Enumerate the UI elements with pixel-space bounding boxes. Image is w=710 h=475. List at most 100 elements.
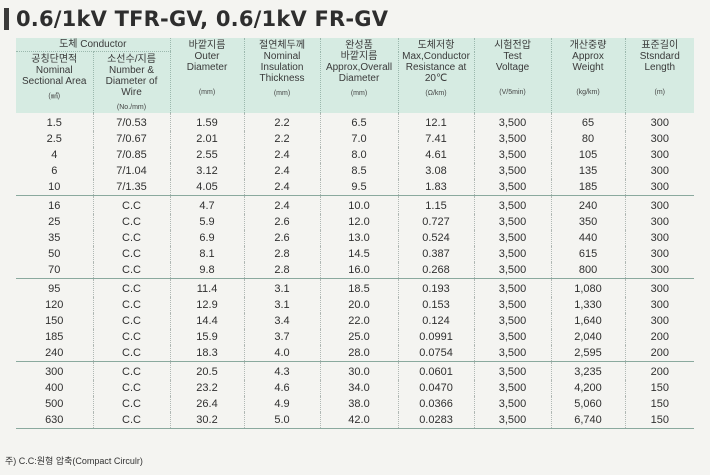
table-cell: 0.124 [397,313,475,329]
table-cell: 30.2 [169,412,245,429]
table-cell: 6 [51,165,58,177]
table-cell: 400 [45,382,64,394]
table-cell: 1,640 [550,313,626,329]
table-cell: 25.0 [319,329,399,345]
table-cell: 8.5 [319,163,399,179]
table-cell: 3,500 [473,297,552,313]
table-cell: 10.0 [319,195,399,214]
table-cell: 150 [624,380,695,396]
header-line: 절연체두께 [259,40,306,51]
table-cell: 7/1.35 [92,179,171,196]
table-cell: 3.12 [169,163,245,179]
conductor-group-header: 도체 Conductor [16,38,171,52]
table-cell: 80 [550,131,626,147]
table-cell: 4.7 [169,195,245,214]
header-line: Test [503,51,522,62]
table-cell: 5.0 [243,412,321,429]
table-row: 400 C.C 23.2 4.6 34.0 0.0470 3,500 4,200 150 [16,380,695,396]
header-line: 시험전압 [494,40,531,51]
table-cell: 34.0 [319,380,399,396]
header-standard-length: 표준길이 Stsndard Length (m) [624,38,695,113]
header-overall-diameter: 완성품 바깥지름 Approx,Overall Diameter (mm) [319,38,399,113]
table-row: 240 C.C 18.3 4.0 28.0 0.0754 3,500 2,595 200 [16,345,695,362]
table-cell: 4.61 [397,147,475,163]
table-cell: 3,500 [473,262,552,279]
table-cell: 1.5 [46,117,62,129]
table-cell: C.C [92,361,171,380]
table-cell: 2.01 [169,131,245,147]
table-cell: C.C [92,329,171,345]
header-line: Nominal [263,51,301,62]
table-cell: 1.83 [397,179,475,196]
table-cell: 150 [624,412,695,429]
table-cell: 25 [48,216,61,228]
table-cell: 200 [624,361,695,380]
table-cell: 7.41 [397,131,475,147]
table-row: 630 C.C 30.2 5.0 42.0 0.0283 3,500 6,740 150 [16,412,695,429]
table-cell: 3,500 [473,147,552,163]
table-cell: 7/1.04 [92,163,171,179]
table-cell: 300 [624,147,695,163]
table-cell: C.C [92,262,171,279]
table-body: 1.5 7/0.53 1.59 2.2 6.5 12.1 3,500 65 300 2.5 7/0.… [16,113,695,429]
table-cell: 0.0601 [397,361,475,380]
table-cell: 12.0 [319,214,399,230]
table-cell: 50 [48,248,61,260]
header-conductor-resistance: 도체저항 Max,Conductor Resistance at 20℃ (Ω/km) [397,38,475,113]
table-cell: 0.524 [397,230,475,246]
table-cell: 0.0283 [397,412,475,429]
table-cell: 300 [624,195,695,214]
table-cell: 18.5 [319,278,399,297]
table-cell: 630 [16,412,93,429]
table-row: 10 7/1.35 4.05 2.4 9.5 1.83 3,500 185 300 [16,179,695,196]
header-line: Approx [572,51,604,62]
table-cell: 300 [624,179,695,196]
table-cell: 23.2 [169,380,245,396]
table-cell: 65 [550,113,626,131]
table-cell: 20.0 [319,297,399,313]
table-cell: C.C [92,412,171,429]
header-unit: (mm) [198,89,216,96]
table-cell: 8.1 [169,246,245,262]
table-row: 6 7/1.04 3.12 2.4 8.5 3.08 3,500 135 300 [16,163,695,179]
header-line: 공칭단면적 [31,54,78,65]
table-row: 4 7/0.85 2.55 2.4 8.0 4.61 3,500 105 300 [16,147,695,163]
header-insulation-thickness: 절연체두께 Nominal Insulation Thickness (mm) [243,38,321,113]
table-cell: C.C [92,345,171,362]
table-cell: 300 [624,297,695,313]
table-cell: 0.0754 [397,345,475,362]
header-line: Length [644,62,676,73]
header-unit: (㎟) [48,93,61,100]
table-row: 2.5 7/0.67 2.01 2.2 7.0 7.41 3,500 80 300 [16,131,695,147]
table-cell: 3,500 [473,163,552,179]
table-cell: 0.193 [397,278,475,297]
footnote: 주) C.C:원형 압축(Compact Circulr) [5,456,143,466]
table-cell: 185 [550,179,626,196]
header-line: Number & [109,65,155,76]
header-line: 바깥지름 [188,40,226,51]
table-cell: 2,040 [550,329,626,345]
table-row: 300 C.C 20.5 4.3 30.0 0.0601 3,500 3,235 200 [16,361,695,380]
table-cell: 2.5 [46,133,62,145]
table-cell: C.C [92,214,171,230]
table-cell: 12.9 [169,297,245,313]
table-cell: 0.268 [397,262,475,279]
header-line: 표준길이 [641,40,679,51]
header-line: 도체저항 [417,40,455,51]
header-line: Voltage [495,62,530,73]
header-test-voltage: 시험전압 Test Voltage (V/5min) [473,38,552,113]
table-cell: 8.0 [319,147,399,163]
table-cell: 1.15 [397,195,475,214]
table-cell: 3,235 [550,361,626,380]
table-cell: 3,500 [473,246,552,262]
cable-spec-table: 도체 Conductor 바깥지름 Outer Diameter (mm) 절연체두께… [16,38,695,429]
table-cell: 105 [550,147,626,163]
table-cell: 150 [624,396,695,412]
table-cell: 70 [48,264,61,276]
header-line: Thickness [259,73,305,84]
table-cell: 2.4 [243,147,321,163]
table-cell: 3,500 [473,329,552,345]
header-unit: (V/5min) [499,89,526,96]
table-cell: 16.0 [319,262,399,279]
table-cell: 3,500 [473,412,552,429]
